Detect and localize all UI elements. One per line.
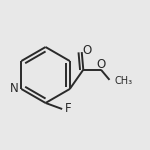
- Text: N: N: [10, 82, 19, 95]
- Text: O: O: [82, 44, 91, 57]
- Text: F: F: [64, 102, 71, 115]
- Text: O: O: [97, 58, 106, 71]
- Text: CH₃: CH₃: [115, 76, 133, 86]
